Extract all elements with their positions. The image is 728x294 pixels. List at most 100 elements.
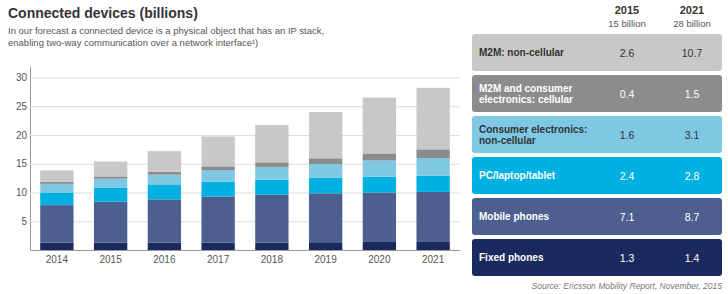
x-tick: 2016 bbox=[153, 250, 176, 265]
legend-label: M2M and consumer electronics: cellular bbox=[479, 83, 575, 105]
x-axis: 2014 2015 2016 2017 2018 2019 2020 2021 bbox=[31, 250, 461, 265]
bar-series bbox=[40, 149, 450, 184]
x-tick: 2020 bbox=[368, 250, 391, 265]
bar bbox=[94, 161, 127, 176]
x-tick-label: 2020 bbox=[368, 254, 391, 265]
bar bbox=[416, 242, 449, 250]
bar bbox=[40, 170, 73, 182]
bar bbox=[201, 136, 234, 166]
x-tick-label: 2016 bbox=[153, 254, 176, 265]
legend-item: Fixed phones1.31.4 bbox=[472, 239, 722, 276]
legend-header: 2015 bbox=[615, 4, 639, 16]
bar bbox=[201, 243, 234, 250]
bar bbox=[94, 243, 127, 250]
bar bbox=[255, 180, 288, 195]
x-tick: 2017 bbox=[207, 250, 230, 265]
bar bbox=[255, 162, 288, 167]
x-tick-label: 2018 bbox=[261, 254, 284, 265]
legend-value: 10.7 bbox=[682, 47, 703, 59]
bar bbox=[416, 192, 449, 242]
legend: 2015 15 billion 2021 28 billion M2M: non-cel… bbox=[472, 4, 722, 276]
bar bbox=[363, 193, 396, 242]
legend-item: PC/laptop/tablet 2.4 2.8 bbox=[472, 157, 722, 194]
legend-value: 1.4 bbox=[685, 252, 700, 264]
bar bbox=[148, 172, 181, 175]
bar bbox=[201, 166, 234, 170]
x-tick: 2015 bbox=[100, 250, 123, 265]
source: Source: Ericsson Mobility Report, Novemb… bbox=[532, 281, 723, 291]
bar bbox=[148, 175, 181, 185]
bar bbox=[255, 125, 288, 162]
bar-series bbox=[40, 242, 450, 250]
legend-header-note: 28 billion bbox=[673, 18, 711, 29]
bar-series bbox=[40, 88, 450, 182]
y-tick-label: 20 bbox=[16, 130, 28, 141]
y-tick-label: 30 bbox=[16, 72, 28, 83]
legend-header-note: 15 billion bbox=[608, 18, 646, 29]
legend-value: 1.6 bbox=[620, 129, 635, 141]
title: Connected devices (billions) bbox=[8, 5, 198, 21]
legend-header: 2021 bbox=[680, 4, 704, 16]
legend-label: Fixed phones bbox=[479, 252, 544, 263]
bar bbox=[201, 182, 234, 197]
bar bbox=[148, 185, 181, 199]
legend-label: Consumer electronics: non-cellular bbox=[479, 124, 590, 146]
grid-line bbox=[30, 78, 460, 79]
legend-item: Mobile phones7.18.7 bbox=[472, 198, 722, 235]
y-tick: 30 bbox=[16, 72, 460, 83]
bar bbox=[201, 197, 234, 243]
legend-value: 7.1 bbox=[620, 211, 635, 223]
bar bbox=[40, 193, 73, 206]
legend-value: 2.4 bbox=[620, 170, 635, 182]
bar bbox=[363, 153, 396, 160]
y-tick-label: 25 bbox=[16, 101, 28, 112]
legend-label: M2M: non-cellular bbox=[479, 47, 564, 58]
x-tick-label: 2019 bbox=[315, 254, 338, 265]
bar bbox=[416, 158, 449, 176]
bar bbox=[416, 176, 449, 192]
legend-swatch bbox=[472, 239, 722, 276]
bar bbox=[40, 184, 73, 193]
legend-swatch bbox=[472, 75, 722, 112]
bar bbox=[94, 202, 127, 243]
legend-value: 1.5 bbox=[685, 88, 700, 100]
legend-label: PC/laptop/tablet bbox=[479, 170, 556, 181]
chart: Connected devices (billions)In our forec… bbox=[0, 0, 728, 294]
y-tick-label: 5 bbox=[21, 216, 27, 227]
subtitle: enabling two-way communication over a ne… bbox=[8, 37, 258, 48]
bar bbox=[255, 243, 288, 250]
bar bbox=[363, 161, 396, 177]
bar bbox=[148, 199, 181, 242]
bars bbox=[40, 88, 450, 250]
bar bbox=[40, 182, 73, 184]
legend-value: 0.4 bbox=[620, 88, 635, 100]
legend-swatch bbox=[472, 116, 722, 153]
legend-value: 8.7 bbox=[685, 211, 700, 223]
bar bbox=[363, 177, 396, 193]
bar bbox=[94, 176, 127, 178]
legend-swatch bbox=[472, 157, 722, 194]
legend-value: 2.8 bbox=[685, 170, 700, 182]
bar bbox=[363, 242, 396, 250]
bar bbox=[94, 188, 127, 202]
bar bbox=[363, 98, 396, 154]
bar bbox=[40, 243, 73, 250]
bar bbox=[94, 179, 127, 188]
bar bbox=[255, 195, 288, 243]
bar bbox=[201, 170, 234, 182]
legend-item: M2M and consumer electronics: cellular 0.… bbox=[472, 75, 722, 112]
y-tick-label: 10 bbox=[16, 187, 28, 198]
x-tick: 2021 bbox=[422, 250, 445, 265]
legend-swatch bbox=[472, 198, 722, 235]
x-tick-label: 2014 bbox=[46, 254, 69, 265]
bar bbox=[255, 167, 288, 180]
x-axis-line bbox=[31, 250, 461, 251]
legend-swatch bbox=[472, 34, 722, 71]
bar bbox=[416, 88, 449, 150]
y-axis-line bbox=[30, 67, 31, 251]
bar bbox=[309, 178, 342, 194]
bar bbox=[309, 112, 342, 158]
bar bbox=[148, 151, 181, 172]
bar-series bbox=[40, 176, 450, 205]
plot: 5101520253020142015201620172018201920202… bbox=[16, 67, 461, 266]
